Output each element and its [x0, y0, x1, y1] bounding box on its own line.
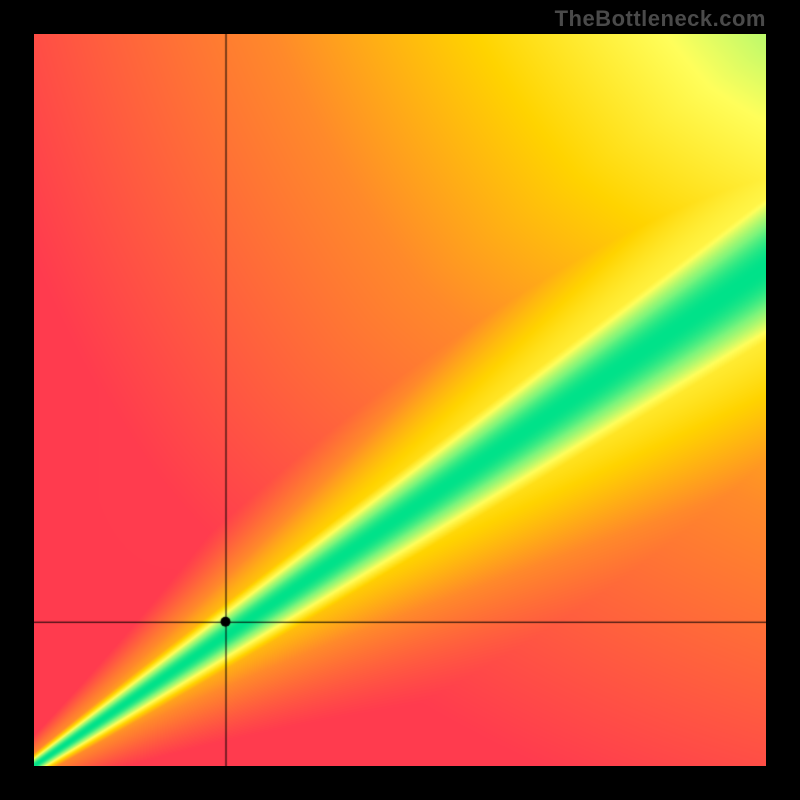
- heatmap-canvas: [34, 34, 766, 766]
- chart-container: TheBottleneck.com: [0, 0, 800, 800]
- watermark-text: TheBottleneck.com: [555, 6, 766, 32]
